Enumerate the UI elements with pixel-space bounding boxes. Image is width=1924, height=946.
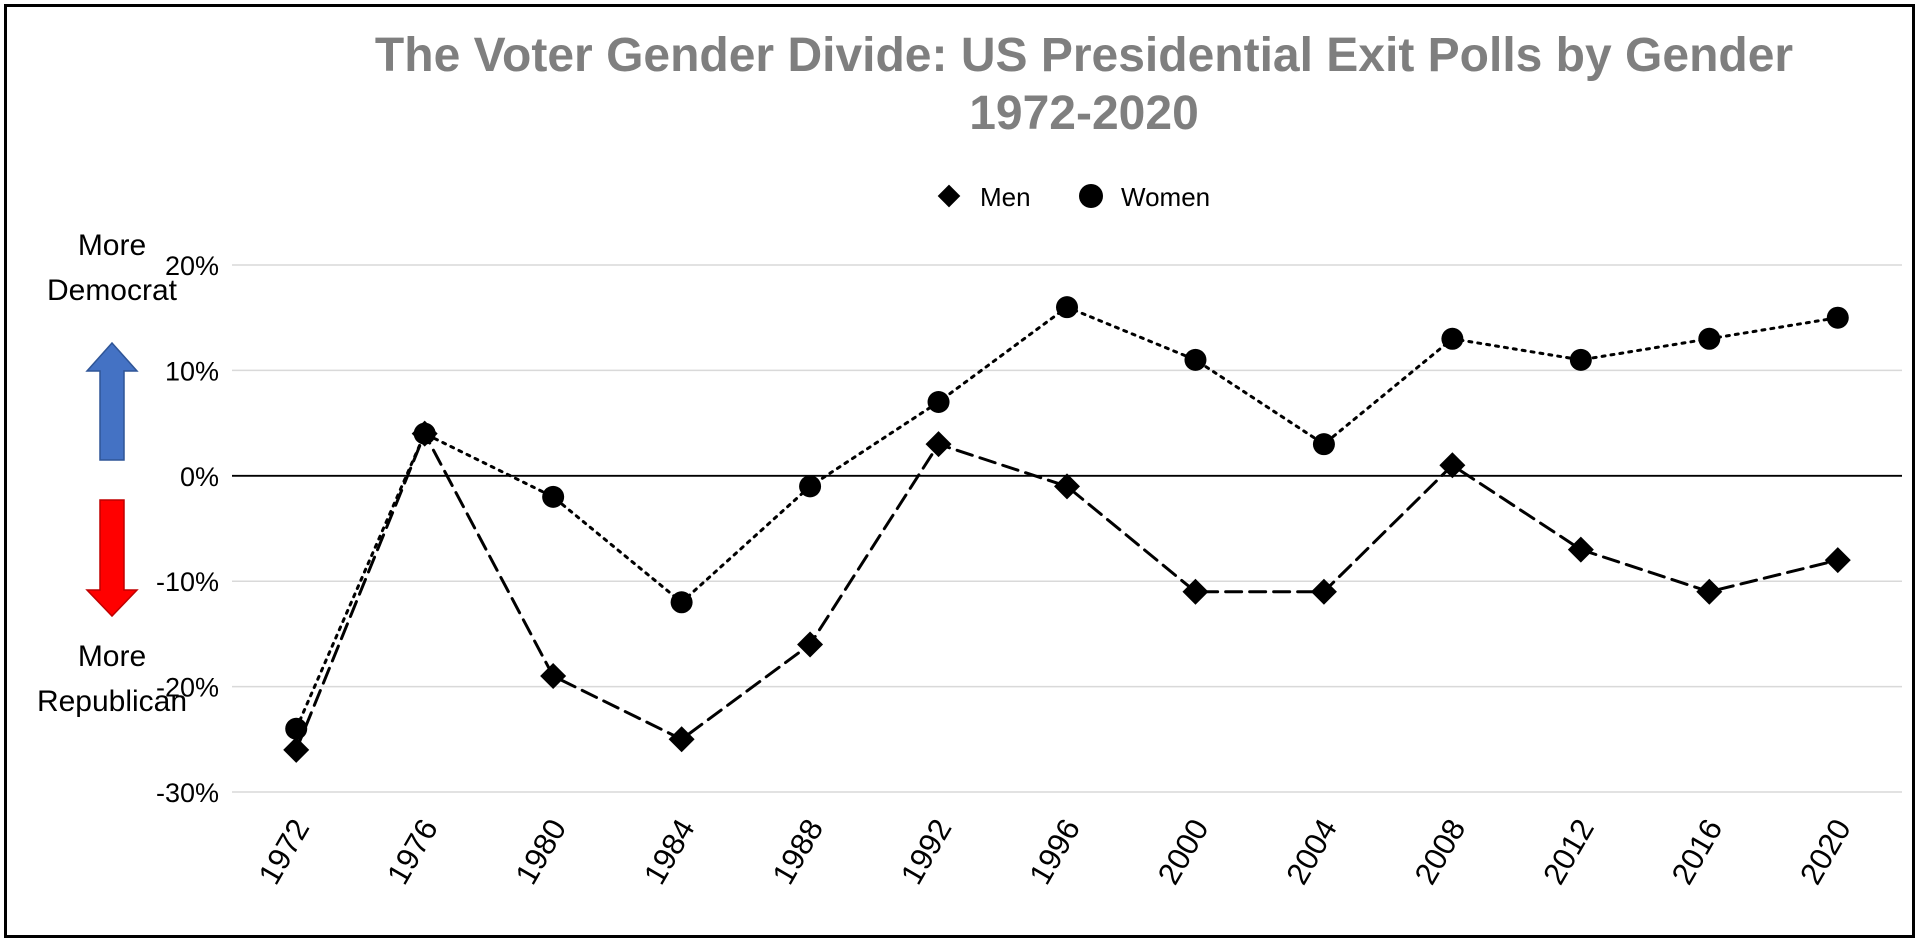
data-point-women (927, 391, 950, 414)
data-point-women (670, 591, 693, 614)
data-point-men (283, 736, 310, 763)
data-point-men (1696, 578, 1723, 605)
x-tick-label: 1984 (637, 813, 702, 890)
x-tick-label: 1980 (508, 813, 573, 890)
data-point-women (1056, 296, 1078, 319)
x-tick-label: 2004 (1279, 813, 1344, 890)
x-tick-label: 1972 (251, 813, 316, 890)
data-point-women (1569, 348, 1592, 371)
plot-area: 20% 10% 0% -10% -20% -30% 1972 1976 1980 1984 1988… (156, 251, 1902, 890)
more-democrat-line2: Democrat (47, 274, 178, 307)
line-chart: The Voter Gender Divide: US Presidential… (37, 29, 1902, 890)
data-point-women (1441, 327, 1464, 350)
y-tick-label: -20% (156, 673, 219, 703)
data-point-women (285, 717, 308, 740)
x-tick-label: 1976 (380, 813, 445, 890)
data-point-men (797, 631, 824, 658)
legend-women-label: Women (1121, 182, 1210, 212)
data-point-men (1439, 452, 1466, 479)
y-tick-label: -10% (156, 567, 219, 597)
y-tick-label: -30% (156, 778, 219, 808)
y-tick-label: 10% (165, 356, 219, 386)
more-republican-line2: Republican (37, 685, 187, 718)
data-point-women (1184, 348, 1207, 371)
data-point-women (1826, 306, 1849, 329)
x-tick-label: 2020 (1793, 813, 1858, 890)
data-point-women (413, 422, 436, 445)
legend-men-marker (937, 184, 961, 208)
x-tick-label: 2000 (1151, 813, 1216, 890)
data-point-men (1824, 547, 1851, 574)
y-tick-label: 0% (180, 462, 219, 492)
up-arrow-icon (85, 341, 139, 461)
x-tick-label: 2016 (1665, 813, 1730, 890)
data-point-men (1310, 578, 1337, 605)
data-point-men (1567, 536, 1594, 563)
more-republican-line1: More (78, 640, 146, 673)
legend: Men Women (937, 182, 1210, 212)
data-point-women (799, 475, 822, 498)
side-annotations: More Democrat More Republican (37, 229, 187, 718)
data-point-women (1312, 433, 1335, 456)
legend-women-marker (1079, 184, 1103, 208)
data-point-women (542, 485, 565, 508)
data-point-men (1054, 473, 1080, 500)
chart-title: The Voter Gender Divide: US Presidential… (375, 29, 1793, 82)
data-point-men (668, 726, 695, 753)
down-arrow-icon (85, 499, 139, 618)
x-tick-label: 1996 (1022, 813, 1087, 890)
data-point-women (1698, 327, 1721, 350)
data-point-men (540, 663, 567, 690)
x-tick-label: 1988 (765, 813, 830, 890)
x-tick-label: 2008 (1408, 813, 1473, 890)
x-tick-label: 1992 (894, 813, 959, 890)
x-tick-label: 2012 (1536, 813, 1601, 890)
chart-subtitle: 1972-2020 (969, 87, 1199, 140)
data-point-men (925, 431, 952, 458)
y-tick-label: 20% (165, 251, 219, 281)
chart-frame: The Voter Gender Divide: US Presidential… (4, 4, 1915, 938)
legend-men-label: Men (980, 182, 1031, 212)
more-democrat-line1: More (78, 229, 146, 262)
data-point-men (1182, 578, 1209, 605)
